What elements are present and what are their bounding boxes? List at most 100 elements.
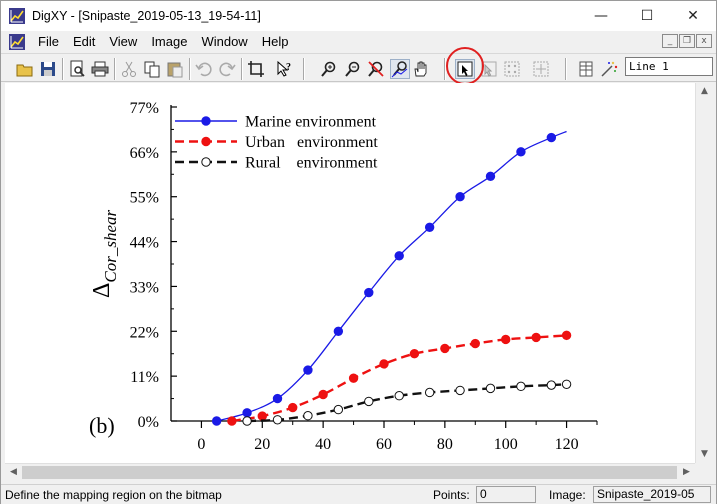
data-point <box>318 389 328 400</box>
menu-edit[interactable]: Edit <box>72 34 96 49</box>
data-point <box>333 404 344 415</box>
data-point <box>455 385 465 396</box>
window-title: DigXY - [Snipaste_2019-05-13_19-54-11] <box>32 9 261 23</box>
y-tick-label: 11% <box>130 369 159 386</box>
data-point <box>440 343 450 354</box>
x-tick-label: 40 <box>315 436 331 453</box>
data-point <box>288 402 298 413</box>
data-point <box>227 416 237 426</box>
zoom-out-icon[interactable] <box>343 59 363 79</box>
data-point <box>303 365 313 375</box>
toolbar-separator <box>565 58 567 80</box>
toolbar-separator <box>303 58 305 80</box>
image-canvas[interactable]: 0% 11% 22% 33% 44% 55% 66% 77% 0 20 40 60 80 100 120 Ma… <box>5 83 695 463</box>
minimize-button[interactable]: — <box>594 8 608 24</box>
scroll-left-icon[interactable]: ◀ <box>10 467 17 477</box>
data-point <box>257 411 267 421</box>
y-tick-label: 0% <box>138 414 159 431</box>
toolbar-separator <box>62 58 64 80</box>
data-point <box>242 408 252 418</box>
data-point <box>546 132 557 143</box>
document-icon[interactable] <box>9 33 25 50</box>
series-line-2 <box>231 334 567 423</box>
data-point <box>303 410 313 421</box>
data-point <box>211 416 222 426</box>
maximize-button[interactable]: ☐ <box>640 8 654 24</box>
data-point <box>516 147 526 157</box>
window-controls: — ☐ ✕ <box>578 1 716 31</box>
toolbar: ? <box>1 53 716 82</box>
auto-points-icon[interactable] <box>531 59 551 79</box>
print-icon[interactable] <box>90 59 110 79</box>
paste-icon[interactable] <box>165 59 185 79</box>
y-tick-label: 33% <box>130 279 159 296</box>
x-tick-label: 120 <box>555 436 579 453</box>
legend-label-1: Marine environment <box>245 114 377 131</box>
y-axis-label-main: Δ <box>89 283 115 298</box>
series-line-1 <box>216 130 567 422</box>
scroll-up-icon[interactable]: ▲ <box>701 86 708 96</box>
x-tick-label: 0 <box>197 436 205 453</box>
points-label: Points: <box>433 488 470 502</box>
hand-icon[interactable] <box>411 59 431 79</box>
pick-color-icon[interactable] <box>366 59 386 79</box>
table-icon[interactable] <box>576 59 596 79</box>
redo-icon[interactable] <box>217 59 237 79</box>
legend-marker-3 <box>201 157 211 167</box>
menu-help[interactable]: Help <box>261 34 289 49</box>
legend-marker-1 <box>201 116 211 126</box>
save-icon[interactable] <box>38 59 58 79</box>
crop-icon[interactable] <box>246 59 266 79</box>
data-point <box>516 381 526 392</box>
document-window-controls: _ ❐ x <box>662 34 712 48</box>
title-bar: DigXY - [Snipaste_2019-05-13_19-54-11] —… <box>1 1 716 31</box>
copy-icon[interactable] <box>142 59 162 79</box>
image-label: Image: <box>549 488 586 502</box>
doc-restore-button[interactable]: ❐ <box>679 34 695 48</box>
data-point <box>394 391 404 401</box>
data-point <box>364 287 374 298</box>
zoom-in-icon[interactable] <box>319 59 339 79</box>
undo-icon[interactable] <box>194 59 214 79</box>
data-point <box>561 379 572 389</box>
x-tick-label: 20 <box>254 436 270 453</box>
grid-points-icon[interactable] <box>502 59 522 79</box>
whats-this-icon[interactable]: ? <box>275 59 295 79</box>
vertical-scrollbar[interactable]: ▲ ▼ <box>695 83 712 463</box>
legend-label-2: Urban environment <box>245 134 378 151</box>
data-point <box>485 171 496 182</box>
menu-file[interactable]: File <box>38 34 59 49</box>
y-tick-label: 22% <box>130 324 159 341</box>
line-select[interactable]: Line 1 <box>625 57 713 76</box>
cut-icon[interactable] <box>119 59 139 79</box>
digxy-app-icon <box>9 8 25 24</box>
scroll-down-icon[interactable]: ▼ <box>701 449 708 459</box>
legend-marker-2 <box>201 136 211 147</box>
sparkle-icon[interactable] <box>599 59 619 79</box>
legend-label-3: Rural environment <box>245 155 378 172</box>
data-point <box>333 326 344 336</box>
open-icon[interactable] <box>15 59 35 79</box>
data-point <box>409 349 420 359</box>
doc-close-button[interactable]: x <box>696 34 712 48</box>
x-tick-label: 80 <box>437 436 453 453</box>
svg-text:?: ? <box>286 62 291 73</box>
scroll-right-icon[interactable]: ▶ <box>683 467 690 477</box>
auto-trace-icon[interactable] <box>390 59 410 79</box>
data-point <box>424 222 435 232</box>
y-axis-label-subscript: Cor_shear <box>101 209 120 282</box>
menu-view[interactable]: View <box>109 34 138 49</box>
y-tick-label: 55% <box>130 190 159 207</box>
close-button[interactable]: ✕ <box>687 8 699 24</box>
horizontal-scroll-thumb[interactable] <box>22 466 677 479</box>
menu-image[interactable]: Image <box>151 34 188 49</box>
x-tick-label: 100 <box>494 436 518 453</box>
toolbar-separator <box>189 58 191 80</box>
data-point <box>501 334 511 345</box>
horizontal-scrollbar[interactable]: ◀ ▶ <box>5 463 695 480</box>
menu-window[interactable]: Window <box>201 34 248 49</box>
status-bar: Define the mapping region on the bitmap … <box>1 484 716 504</box>
data-point <box>272 415 283 425</box>
print-preview-icon[interactable] <box>67 59 87 79</box>
doc-minimize-button[interactable]: _ <box>662 34 678 48</box>
